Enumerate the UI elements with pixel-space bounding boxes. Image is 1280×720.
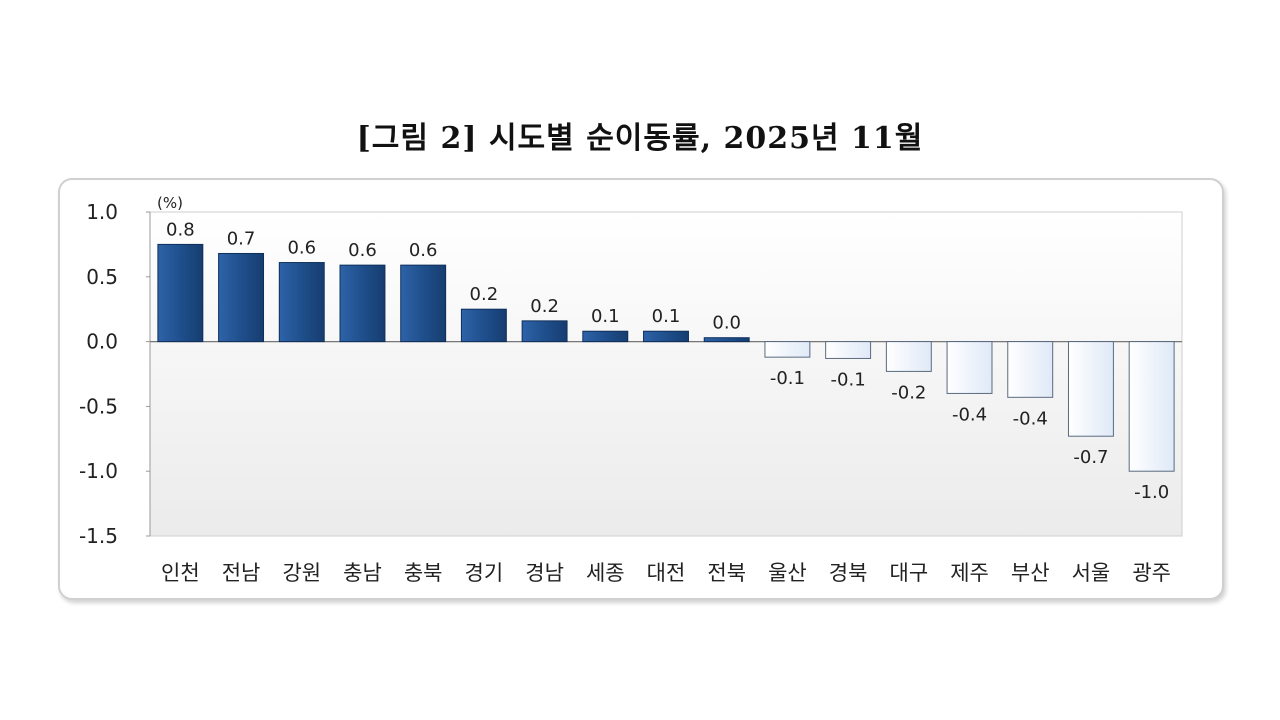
- data-label: 0.1: [652, 306, 681, 327]
- data-label: 0.7: [227, 228, 256, 249]
- data-label: -0.7: [1073, 447, 1108, 468]
- data-label: -0.2: [891, 382, 926, 403]
- category-label: 충남: [343, 561, 382, 585]
- category-label: 서울: [1072, 561, 1111, 585]
- bar: [218, 252, 265, 343]
- category-label: 부산: [1011, 561, 1050, 585]
- bar: [400, 264, 447, 343]
- bar: [278, 262, 325, 343]
- y-unit-label: (%): [157, 194, 183, 212]
- category-label: 충북: [404, 561, 443, 585]
- bar: [825, 341, 872, 359]
- figure-title: [그림 2] 시도별 순이동률, 2025년 11월: [356, 121, 924, 156]
- category-label: 인천: [161, 561, 200, 585]
- y-tick-label: 1.0: [86, 200, 118, 224]
- bar: [1067, 341, 1114, 437]
- data-label: 0.2: [530, 296, 559, 317]
- category-label: 전북: [707, 561, 746, 585]
- category-label: 경북: [829, 561, 868, 585]
- category-label: 울산: [768, 561, 807, 585]
- y-tick-label: -1.0: [79, 459, 118, 483]
- category-label: 경남: [525, 561, 564, 585]
- bar: [157, 243, 204, 343]
- y-tick-label: 0.5: [86, 265, 118, 289]
- bar: [339, 264, 386, 343]
- data-label: -1.0: [1134, 482, 1169, 503]
- y-tick-label: 0.0: [86, 330, 118, 354]
- category-label: 경기: [465, 561, 504, 585]
- category-label: 대구: [890, 561, 929, 585]
- data-label: 0.6: [348, 240, 377, 261]
- bar: [703, 337, 750, 343]
- bar: [946, 341, 993, 394]
- y-tick-label: -1.5: [79, 524, 118, 548]
- data-label: 0.6: [287, 238, 316, 259]
- data-label: 0.0: [712, 313, 741, 334]
- data-label: 0.2: [470, 284, 499, 305]
- bar: [885, 341, 932, 372]
- category-label: 전남: [222, 561, 261, 585]
- data-label: 0.8: [166, 219, 195, 240]
- category-label: 강원: [282, 561, 321, 585]
- category-label: 대전: [647, 561, 686, 585]
- bar: [460, 308, 507, 343]
- bar: [521, 320, 568, 343]
- bar: [1128, 341, 1175, 472]
- bar: [764, 341, 811, 358]
- bar: [1007, 341, 1054, 398]
- bar: [643, 330, 689, 343]
- category-label: 제주: [950, 561, 989, 585]
- data-label: 0.1: [591, 306, 620, 327]
- data-label: -0.1: [770, 368, 805, 389]
- data-label: -0.4: [952, 404, 987, 425]
- category-label: 광주: [1132, 561, 1171, 585]
- category-label: 세종: [586, 561, 625, 585]
- bar: [582, 330, 629, 343]
- data-label: -0.1: [831, 369, 866, 390]
- data-label: -0.4: [1013, 408, 1048, 429]
- y-tick-label: -0.5: [79, 394, 118, 418]
- data-label: 0.6: [409, 240, 438, 261]
